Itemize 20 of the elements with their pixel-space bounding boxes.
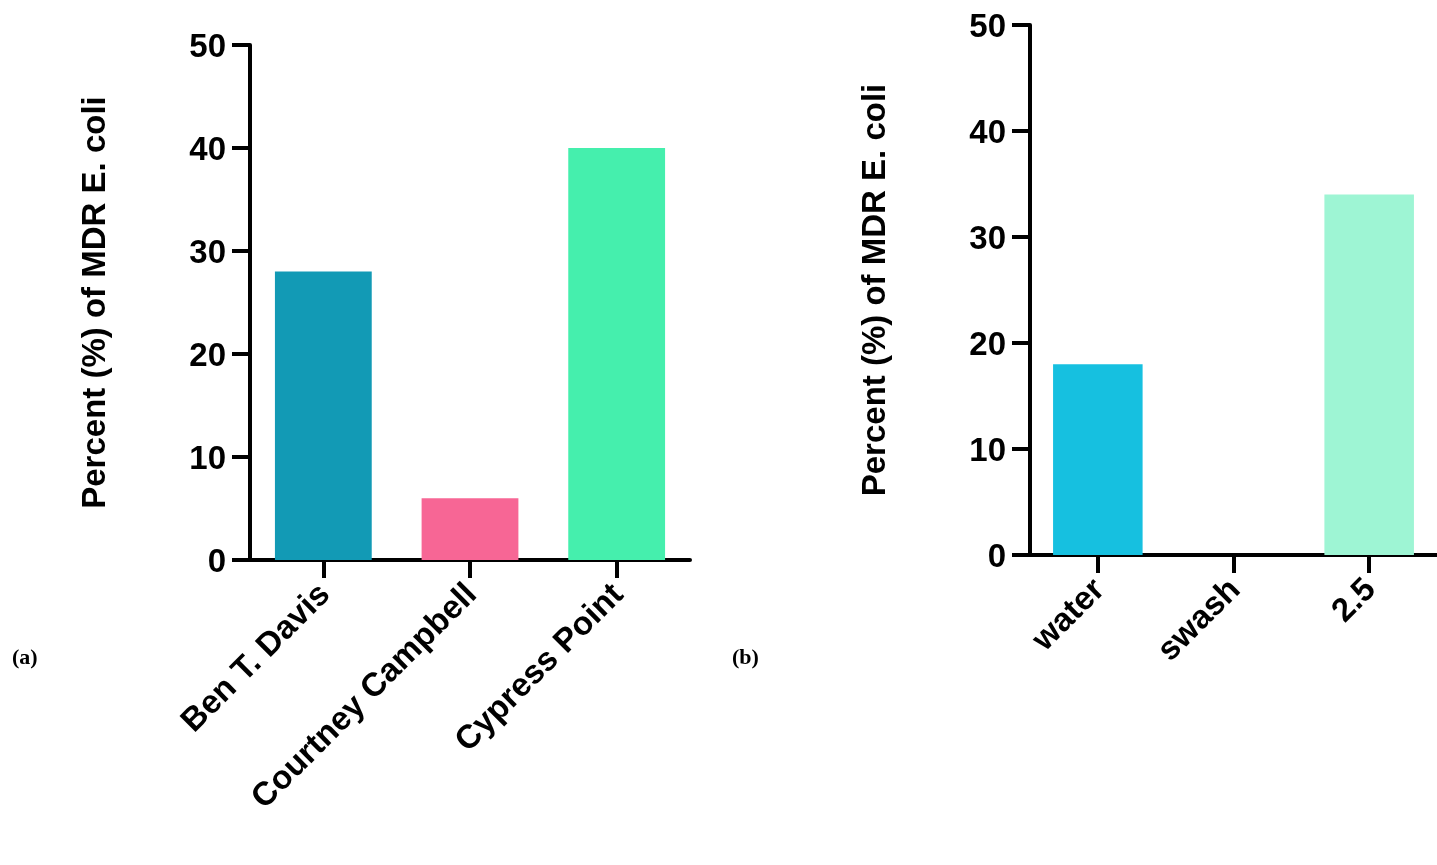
y-tick-label: 10 xyxy=(189,438,226,476)
y-tick-label: 0 xyxy=(987,536,1006,574)
bar xyxy=(421,498,519,560)
text: (b) xyxy=(732,643,759,669)
y-axis-title: Percent (%) of MDR E. coli xyxy=(855,83,892,497)
x-tick-label: 2.5 xyxy=(1323,569,1383,629)
y-tick-label: 10 xyxy=(969,430,1006,468)
y-tick-label: 50 xyxy=(969,6,1006,44)
y-tick-label: 30 xyxy=(189,232,226,270)
y-tick-label: 20 xyxy=(969,324,1006,362)
y-tick-label: 50 xyxy=(189,26,226,64)
bar xyxy=(274,271,372,560)
y-tick-label: 20 xyxy=(189,335,226,373)
bar xyxy=(568,148,666,560)
y-tick-label: 30 xyxy=(969,218,1006,256)
y-tick-label: 0 xyxy=(207,541,226,579)
y-tick-label: 40 xyxy=(189,129,226,167)
y-axis-title: Percent (%) of MDR E. coli xyxy=(75,96,112,509)
text: (a) xyxy=(12,643,38,669)
y-tick-label: 40 xyxy=(969,112,1006,150)
